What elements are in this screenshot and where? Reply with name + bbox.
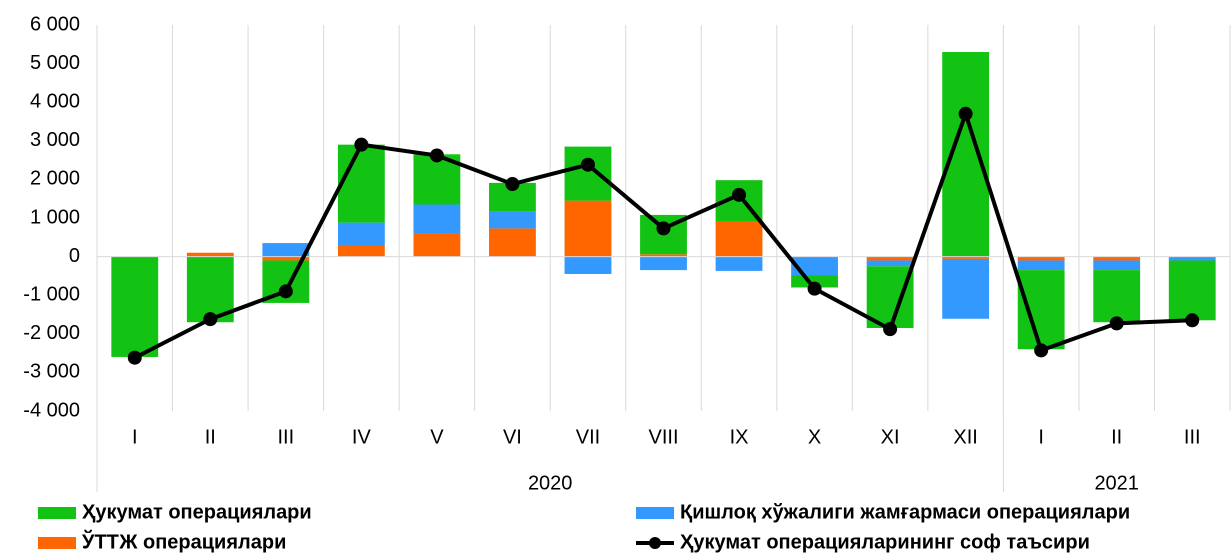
bar xyxy=(640,254,687,257)
bar xyxy=(1168,260,1216,321)
y-tick-label: 5 000 xyxy=(30,52,80,74)
x-tick-label: III xyxy=(1184,426,1201,448)
group-label: 2020 xyxy=(528,472,573,494)
line-marker xyxy=(203,312,218,327)
bar xyxy=(791,275,838,288)
line-marker xyxy=(883,322,898,337)
line-marker xyxy=(429,148,444,163)
bar xyxy=(715,256,763,271)
bar xyxy=(337,222,385,246)
line-marker xyxy=(656,221,671,236)
bar xyxy=(1093,260,1141,271)
y-tick-label: -2 000 xyxy=(23,322,80,344)
bar xyxy=(337,144,385,223)
legend-symbol xyxy=(38,507,76,519)
line-marker xyxy=(505,177,520,192)
bar xyxy=(1017,270,1065,350)
bar xyxy=(186,252,234,257)
line-marker xyxy=(732,187,747,202)
x-tick-label: II xyxy=(1111,426,1122,448)
bar xyxy=(942,256,990,259)
bar xyxy=(564,256,612,274)
bar xyxy=(866,260,914,267)
x-tick-label: X xyxy=(808,426,821,448)
y-tick-label: 4 000 xyxy=(30,90,80,112)
x-tick-label: VI xyxy=(503,426,522,448)
x-tick-label: VII xyxy=(576,426,600,448)
x-tick-label: VIII xyxy=(648,426,678,448)
bar xyxy=(262,256,310,261)
x-tick-label: I xyxy=(132,426,138,448)
x-tick-label: I xyxy=(1038,426,1044,448)
y-tick-label: -1 000 xyxy=(23,283,80,305)
bar xyxy=(413,233,461,257)
bar xyxy=(791,256,838,276)
y-tick-label: 6 000 xyxy=(30,13,80,35)
legend-label: ЎТТЖ операциялари xyxy=(81,529,286,553)
x-tick-label: IX xyxy=(730,426,749,448)
bar xyxy=(942,52,990,257)
line-marker xyxy=(807,281,822,296)
y-tick-label: 3 000 xyxy=(30,129,80,151)
bar xyxy=(1093,256,1141,261)
line-marker xyxy=(354,137,369,152)
legend-symbol xyxy=(649,537,661,549)
line-marker xyxy=(958,106,973,121)
legend-label: Ҳукумат операцияларининг соф таъсири xyxy=(680,531,1090,553)
bar xyxy=(942,258,990,319)
bar xyxy=(337,245,385,257)
y-tick-label: 1 000 xyxy=(30,206,80,228)
x-tick-label: XII xyxy=(953,426,977,448)
line-marker xyxy=(580,157,595,172)
legend-symbol xyxy=(636,507,674,519)
y-tick-label: 0 xyxy=(69,245,80,267)
bar xyxy=(111,256,159,357)
x-tick-label: V xyxy=(430,426,444,448)
legend-symbol xyxy=(38,537,76,549)
bar xyxy=(413,204,461,234)
line-marker xyxy=(1185,313,1200,328)
line-marker xyxy=(127,350,142,365)
bar xyxy=(1093,270,1141,323)
x-tick-label: XI xyxy=(881,426,900,448)
bar xyxy=(866,266,914,329)
legend-label: Қишлоқ хўжалиги жамғармаси операциялари xyxy=(680,501,1130,523)
bar xyxy=(866,256,914,261)
x-tick-label: II xyxy=(205,426,216,448)
legend-label: Ҳукумат операциялари xyxy=(82,501,312,523)
bar xyxy=(640,256,687,271)
bar xyxy=(1017,256,1065,261)
line-marker xyxy=(1109,316,1124,331)
line-marker xyxy=(278,284,293,299)
y-tick-label: -4 000 xyxy=(23,399,80,421)
bar xyxy=(564,200,612,257)
y-tick-label: 2 000 xyxy=(30,168,80,190)
bar xyxy=(715,221,763,257)
x-tick-label: III xyxy=(277,426,294,448)
x-tick-label: IV xyxy=(352,426,372,448)
bar xyxy=(1017,260,1065,271)
bar xyxy=(262,243,310,257)
group-label: 2021 xyxy=(1094,472,1139,494)
bar xyxy=(564,146,612,201)
bar xyxy=(489,211,536,229)
line-marker xyxy=(1034,343,1049,358)
bar xyxy=(1168,256,1216,261)
y-tick-label: -3 000 xyxy=(23,361,80,383)
bar xyxy=(489,228,536,257)
